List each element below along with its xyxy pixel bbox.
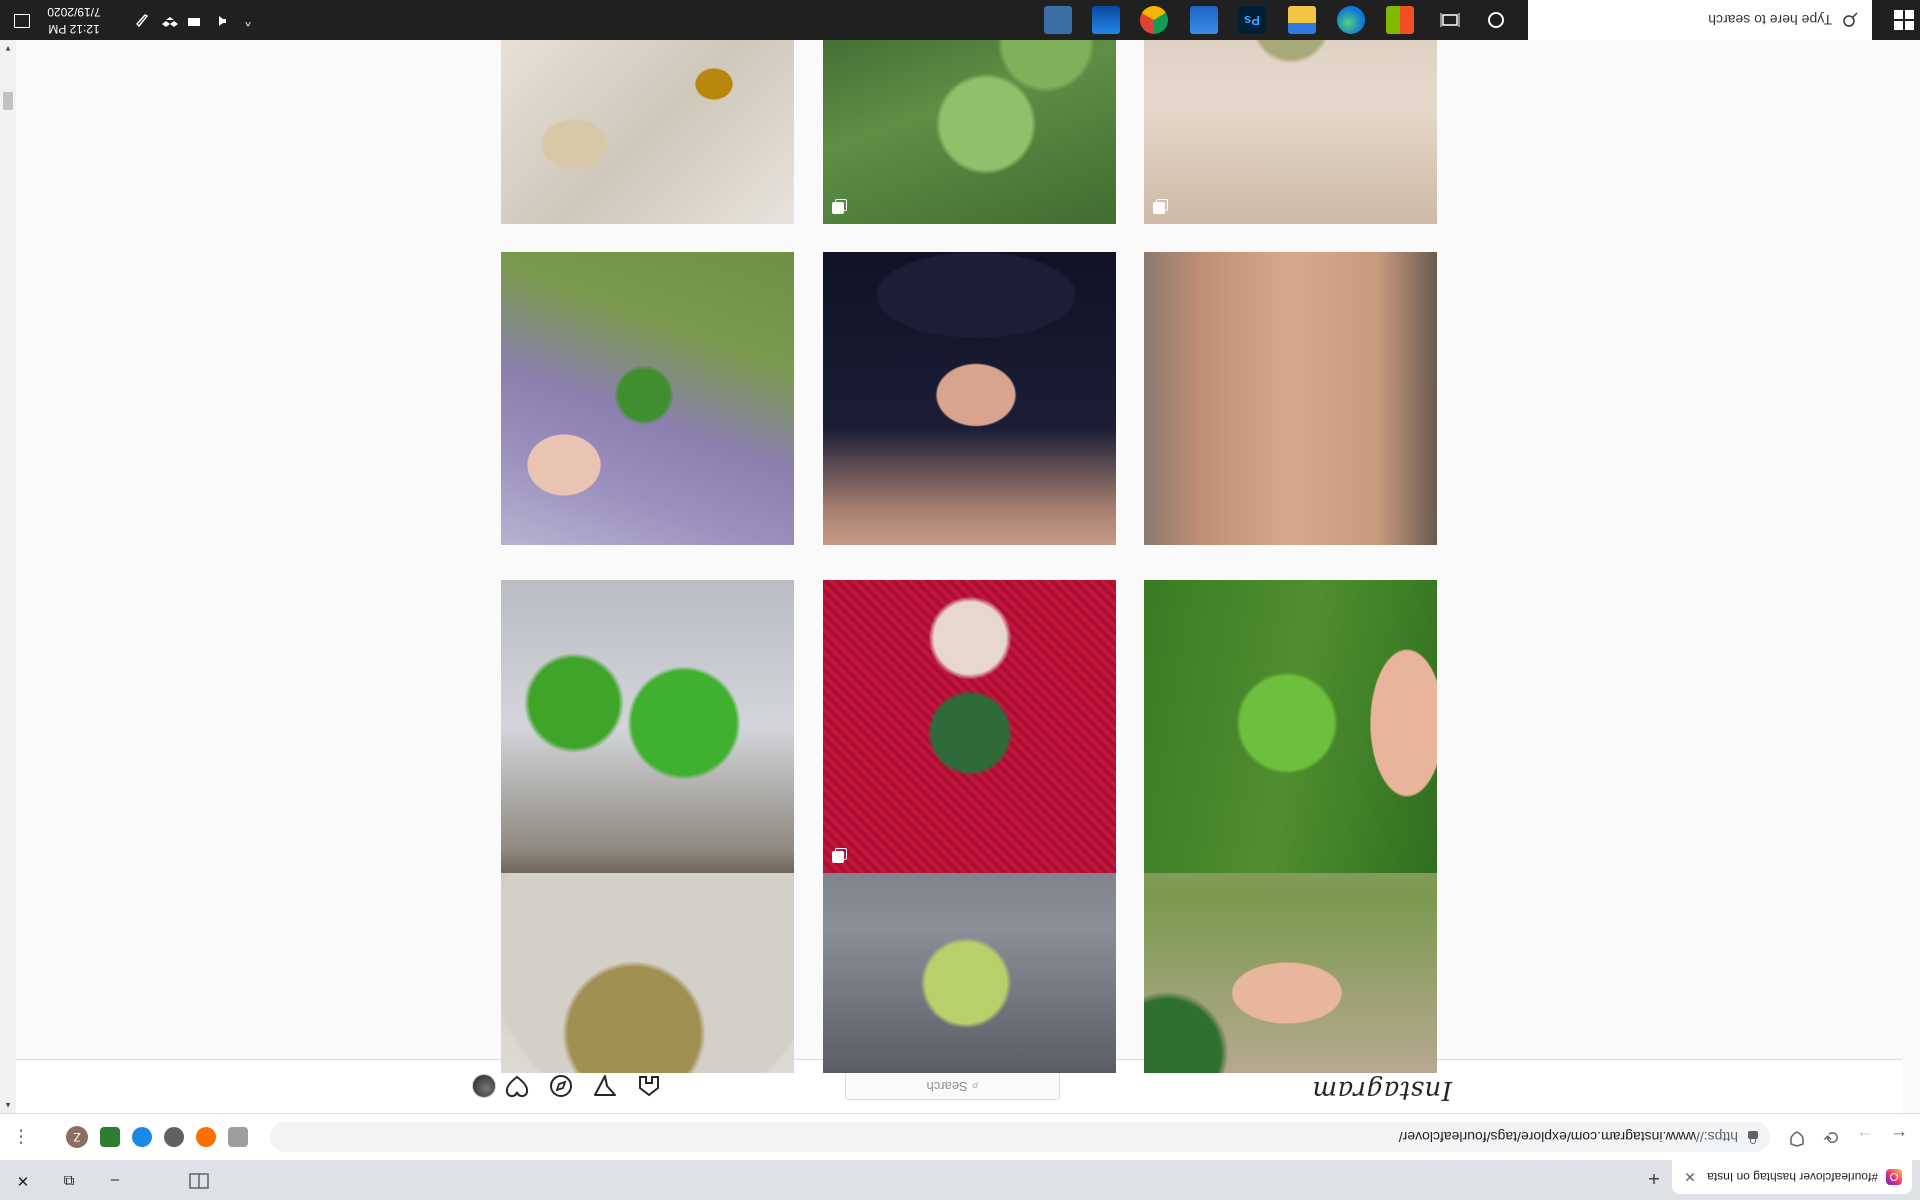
microsoft-store-icon[interactable] xyxy=(1386,6,1414,34)
browser-menu-button[interactable]: ⋮ xyxy=(12,1127,30,1147)
search-icon: ⌕ xyxy=(971,1079,979,1094)
volume-icon[interactable] xyxy=(212,0,228,29)
extension-icon-3[interactable] xyxy=(164,1127,184,1147)
carousel-icon xyxy=(833,849,847,863)
window-restore-button[interactable]: ⧉ xyxy=(63,1172,75,1189)
page-scrollbar[interactable]: ▲ ▼ xyxy=(0,40,16,1113)
instagram-favicon-icon xyxy=(1886,1169,1902,1185)
pen-icon[interactable] xyxy=(134,0,150,29)
search-placeholder: Search xyxy=(926,1079,968,1094)
profile-avatar[interactable]: Z xyxy=(66,1126,88,1148)
network-icon[interactable] xyxy=(186,0,202,28)
explore-compass-icon[interactable] xyxy=(548,1073,574,1099)
window-close-button[interactable]: ✕ xyxy=(16,1172,30,1189)
browser-tabstrip: #fourleafclover hashtag on Insta ✕ + – ⧉… xyxy=(0,1160,1920,1200)
extension-icon-2[interactable] xyxy=(196,1127,216,1147)
dropbox-icon[interactable] xyxy=(162,0,178,29)
cortana-icon[interactable] xyxy=(1482,6,1510,34)
task-view-icon[interactable] xyxy=(1436,6,1464,34)
extension-icon-1[interactable] xyxy=(228,1127,248,1147)
lock-icon xyxy=(1748,1131,1758,1139)
onedrive-icon[interactable] xyxy=(1190,6,1218,34)
post-clover-ring[interactable] xyxy=(823,252,1116,545)
back-button[interactable]: ← xyxy=(1890,1127,1908,1147)
address-bar[interactable]: https:// www.instagram.com/explore/tags/… xyxy=(270,1122,1770,1152)
tab-title: #fourleafclover hashtag on Insta xyxy=(1707,1170,1878,1184)
photoshop-icon[interactable]: Ps xyxy=(1238,6,1266,34)
extension-icon-5[interactable] xyxy=(100,1127,120,1147)
search-icon xyxy=(1843,12,1858,27)
post-two-clovers[interactable] xyxy=(501,580,794,873)
instagram-logo[interactable]: Instagram xyxy=(1311,1075,1452,1105)
search-input[interactable]: ⌕ Search xyxy=(845,1072,1060,1100)
browser-toolbar: ← → ⟳ https:// www.instagram.com/explore… xyxy=(0,1113,1920,1160)
taskbar-search-box[interactable]: Type here to search xyxy=(1528,0,1872,40)
file-explorer-icon[interactable] xyxy=(1288,6,1316,34)
windows-start-icon[interactable] xyxy=(1894,10,1914,30)
window-minimize-button[interactable]: – xyxy=(110,1172,120,1189)
tab-close-icon[interactable]: ✕ xyxy=(1684,1169,1696,1186)
instagram-profile-avatar[interactable] xyxy=(472,1074,496,1098)
calculator-icon[interactable] xyxy=(1044,6,1072,34)
url-scheme: https:// xyxy=(1695,1129,1738,1145)
chrome-icon[interactable] xyxy=(1140,6,1168,34)
taskbar-clock[interactable]: 12:12 PM 7/19/2020 xyxy=(34,3,114,37)
browser-tab-active[interactable]: #fourleafclover hashtag on Insta ✕ xyxy=(1672,1160,1912,1194)
carousel-icon xyxy=(1154,200,1168,214)
activity-heart-icon[interactable] xyxy=(504,1073,530,1099)
post-clover-bracelet[interactable] xyxy=(1144,252,1437,545)
direct-message-icon[interactable] xyxy=(592,1073,618,1099)
windows-taskbar: Type here to search Ps ^ 12:12 PM xyxy=(0,0,1920,40)
home-shield-icon[interactable] xyxy=(1784,1124,1810,1150)
notification-center-icon[interactable] xyxy=(14,14,30,28)
taskbar-search-placeholder: Type here to search xyxy=(1708,12,1832,28)
scroll-down-arrow-icon[interactable]: ▼ xyxy=(4,44,12,53)
post-hand-holding-clover[interactable] xyxy=(501,252,794,545)
post-knitted-clover[interactable] xyxy=(823,580,1116,873)
scroll-up-arrow-icon[interactable]: ▲ xyxy=(4,1101,12,1110)
instagram-header: Instagram ⌕ Search xyxy=(16,1059,1902,1113)
clock-date: 7/19/2020 xyxy=(47,5,101,19)
post-clover-in-grass[interactable] xyxy=(1144,580,1437,873)
home-icon[interactable] xyxy=(636,1073,662,1099)
extension-icon-4[interactable] xyxy=(132,1127,152,1147)
tab-search-icon[interactable] xyxy=(188,1172,210,1190)
reload-button[interactable]: ⟳ xyxy=(1823,1127,1839,1147)
clock-time: 12:12 PM xyxy=(48,22,100,36)
scroll-thumb[interactable] xyxy=(3,92,13,110)
new-tab-button[interactable]: + xyxy=(1648,1167,1660,1189)
control-panel-icon[interactable] xyxy=(1092,6,1120,34)
carousel-icon xyxy=(833,200,847,214)
tray-chevron-icon[interactable]: ^ xyxy=(245,15,251,29)
url-path: www.instagram.com/explore/tags/fourleafc… xyxy=(1398,1129,1696,1145)
edge-icon[interactable] xyxy=(1337,6,1365,34)
forward-button[interactable]: → xyxy=(1856,1127,1874,1147)
